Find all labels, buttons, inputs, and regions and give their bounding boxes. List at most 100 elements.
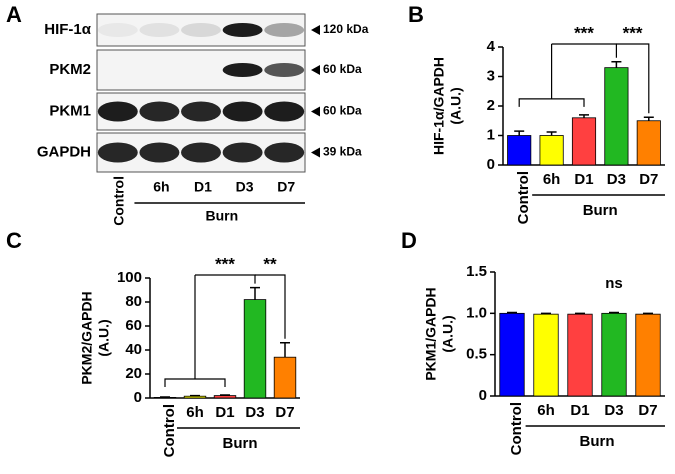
lane-label: D7 xyxy=(277,179,295,195)
error-bar xyxy=(611,61,622,68)
error-bar xyxy=(190,394,200,397)
y-tick-label: 0 xyxy=(134,389,142,406)
panel-letter: C xyxy=(6,228,22,253)
x-tick-label: D7 xyxy=(275,404,294,421)
group-label: Burn xyxy=(205,208,238,224)
x-tick-label: 6h xyxy=(537,402,555,419)
blot-band xyxy=(264,23,305,37)
y-tick-label: 20 xyxy=(125,365,142,382)
panel-letter: A xyxy=(6,2,22,27)
arrow xyxy=(311,25,320,35)
y-tick-label: 4 xyxy=(487,38,496,55)
y-label-unit: (A.U.) xyxy=(96,319,112,356)
error-bar xyxy=(250,286,260,300)
arrow xyxy=(311,147,320,158)
row-size: 60 kDa xyxy=(323,62,362,76)
blot-band xyxy=(222,63,263,77)
x-tick-label: D7 xyxy=(638,402,657,419)
row-size: 39 kDa xyxy=(323,145,362,159)
x-tick-label: D7 xyxy=(639,171,658,188)
y-tick-label: 1.5 xyxy=(466,263,487,280)
row-label: PKM1 xyxy=(49,102,91,119)
significance-label: ns xyxy=(605,275,623,292)
blot-band xyxy=(181,142,221,163)
significance-bracket xyxy=(616,43,650,114)
bar xyxy=(213,395,237,399)
arrow xyxy=(311,106,320,117)
blot-band xyxy=(97,101,138,122)
x-tick-label: Control xyxy=(515,171,532,224)
bar xyxy=(273,356,297,399)
x-tick-label: 6h xyxy=(543,171,561,188)
bar xyxy=(533,313,559,397)
bar xyxy=(507,135,532,166)
blot-band xyxy=(264,142,305,163)
y-label: HIF-1α/GAPDH xyxy=(431,57,447,155)
blot-band xyxy=(181,23,221,37)
x-tick-label: Control xyxy=(161,404,178,457)
x-tick-label: D1 xyxy=(574,171,593,188)
x-tick-label: D1 xyxy=(215,404,234,421)
row-label: HIF-1α xyxy=(44,21,92,38)
y-label: PKM2/GAPDH xyxy=(79,291,95,384)
blot-strip xyxy=(96,13,306,47)
group-label: Burn xyxy=(583,202,618,219)
y-tick-label: 1.0 xyxy=(466,304,487,321)
error-bar xyxy=(643,312,653,315)
error-bar xyxy=(579,114,589,118)
bar xyxy=(243,299,267,399)
blot-band xyxy=(181,101,221,122)
blot-band xyxy=(264,101,305,122)
group-label: Burn xyxy=(580,433,615,450)
bar xyxy=(635,313,661,397)
panel-letter: B xyxy=(408,2,424,27)
error-bar xyxy=(546,131,557,136)
lane-label: Control xyxy=(111,176,127,226)
blot-band xyxy=(139,101,180,122)
error-bar xyxy=(609,311,619,314)
arrow xyxy=(311,65,320,75)
panel-letter: D xyxy=(401,228,417,253)
y-label: PKM1/GAPDH xyxy=(423,287,439,380)
significance-bracket xyxy=(164,274,256,387)
group-label: Burn xyxy=(223,435,258,452)
bar xyxy=(499,312,525,397)
x-tick-label: D1 xyxy=(570,402,589,419)
row-label: GAPDH xyxy=(37,143,91,160)
blot-band xyxy=(222,142,263,163)
error-bar xyxy=(220,394,230,396)
significance-bracket xyxy=(255,274,286,339)
y-tick-label: 40 xyxy=(125,341,142,358)
x-tick-label: Control xyxy=(508,402,525,455)
blot-band xyxy=(139,23,180,37)
significance-label: ** xyxy=(263,254,277,273)
bar xyxy=(571,117,597,166)
y-tick-label: 0 xyxy=(487,156,495,173)
blot-band xyxy=(222,23,263,37)
error-bar xyxy=(575,312,585,315)
error-bar xyxy=(507,311,517,314)
bar xyxy=(539,135,564,166)
lane-label: D1 xyxy=(194,179,212,195)
y-tick-label: 80 xyxy=(125,293,142,310)
lane-label: 6h xyxy=(153,179,169,195)
bar xyxy=(604,67,629,166)
error-bar xyxy=(643,116,654,121)
bar xyxy=(183,395,207,399)
blot-band xyxy=(139,142,180,163)
x-tick-label: D3 xyxy=(604,402,623,419)
row-size: 60 kDa xyxy=(323,104,362,118)
y-tick-label: 1 xyxy=(487,126,495,143)
bar xyxy=(567,313,593,397)
significance-bracket xyxy=(518,43,617,107)
lane-label: D3 xyxy=(236,179,254,195)
blot-band xyxy=(222,101,263,122)
error-bar xyxy=(514,130,525,136)
y-tick-label: 2 xyxy=(487,97,495,114)
x-tick-label: D3 xyxy=(607,171,626,188)
blot-band xyxy=(264,63,305,77)
y-tick-label: 60 xyxy=(125,317,142,334)
error-bar xyxy=(280,342,290,358)
y-label-unit: (A.U.) xyxy=(440,315,456,352)
